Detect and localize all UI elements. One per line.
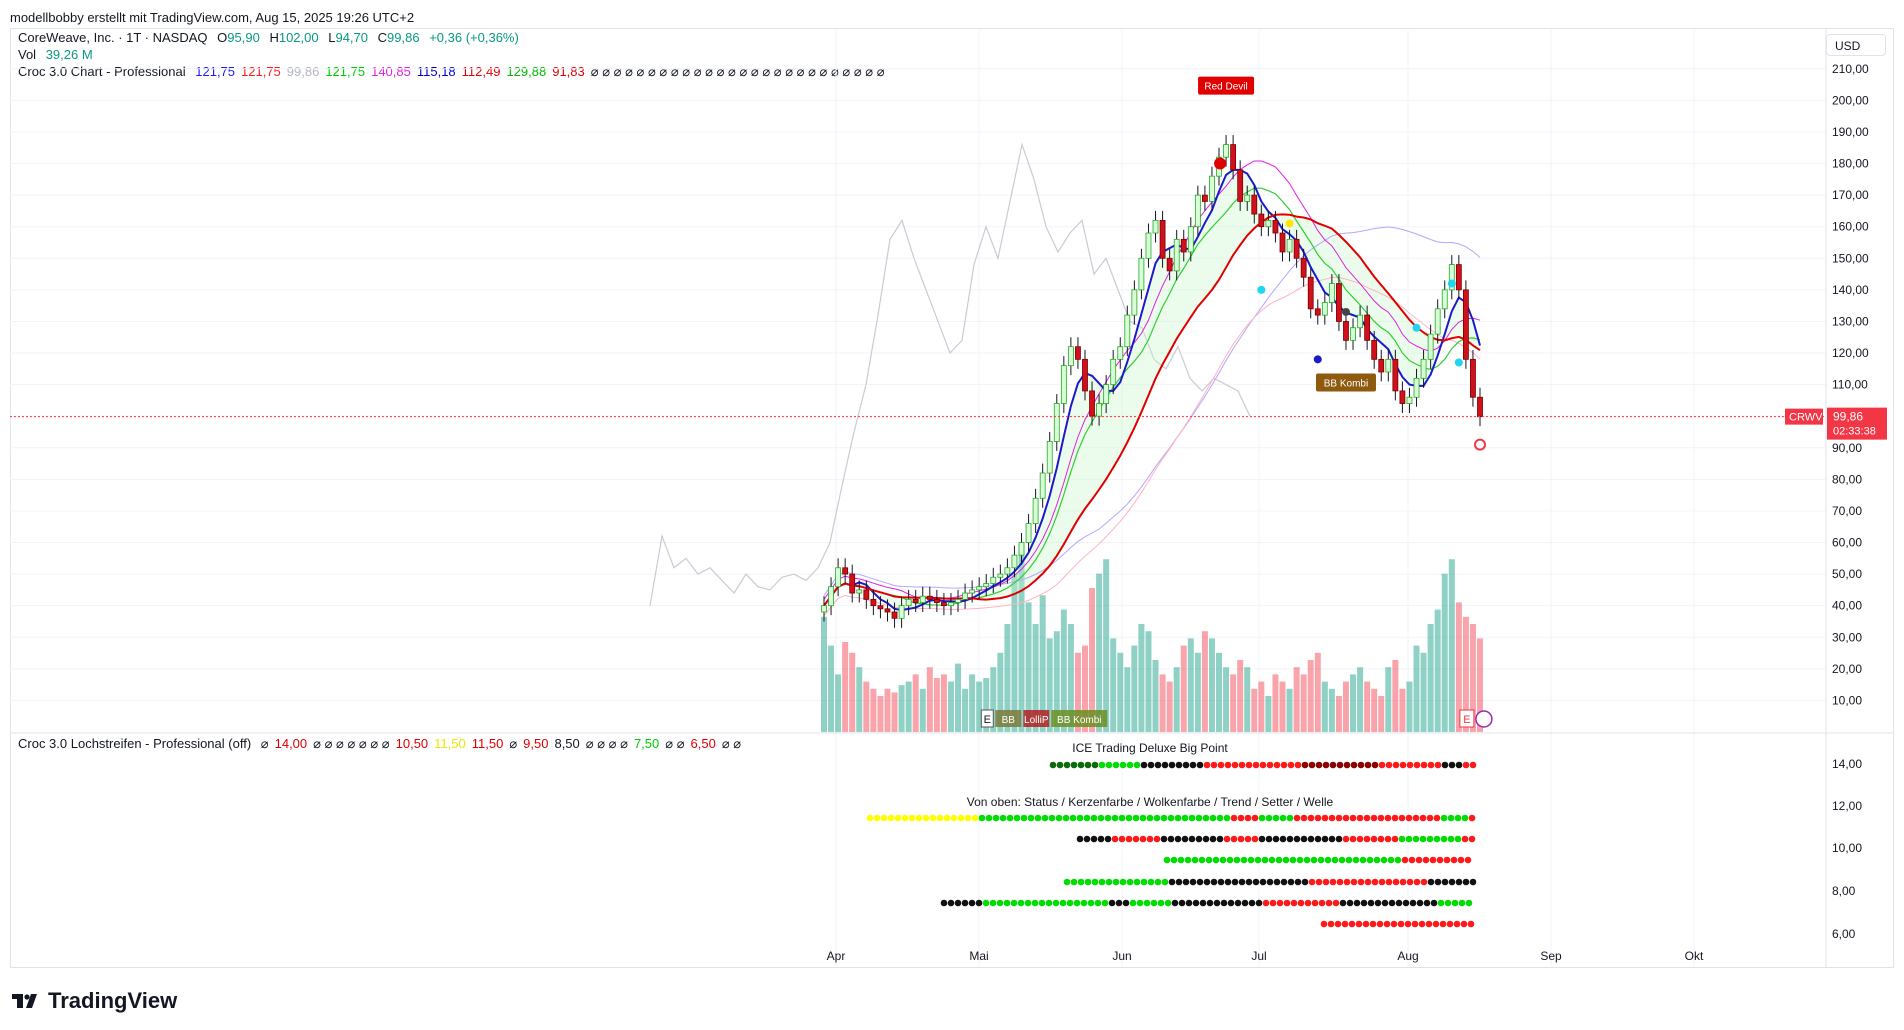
indicator-value: ⌀ ⌀ ⌀ ⌀ [585, 736, 628, 751]
open-value: 95,90 [227, 30, 260, 45]
close-value: 99,86 [387, 30, 420, 45]
indicator-value: ⌀ ⌀ [721, 736, 742, 751]
tradingview-logo-icon [12, 994, 37, 1008]
indicator-value: 121,75 [241, 64, 281, 79]
indicator-value: 6,50 [690, 736, 716, 751]
low-value: 94,70 [335, 30, 369, 45]
indicator-value: ⌀ ⌀ [665, 736, 685, 751]
indicator-value: 121,75 [325, 64, 366, 79]
indicator-value: 115,18 [416, 64, 456, 79]
indicator-value: 7,50 [633, 736, 660, 751]
indicator-value: ⌀ [260, 736, 269, 751]
indicator-value: 121,75 [195, 64, 236, 79]
logo-text: TradingView [48, 988, 178, 1013]
chart-frame [10, 28, 1894, 968]
indicator-value: 99,86 [286, 64, 320, 79]
indicator-value: 9,50 [523, 736, 549, 751]
symbol-name[interactable]: CoreWeave, Inc. · 1T · NASDAQ [18, 30, 208, 45]
tradingview-logo[interactable]: TradingView [12, 988, 177, 1014]
indicator-value: ⌀ ⌀ ⌀ ⌀ ⌀ ⌀ ⌀ [313, 736, 390, 751]
indicator-value: 10,50 [395, 736, 429, 751]
change-value: +0,36 (+0,36%) [429, 30, 519, 45]
indicator-value: 91,83 [552, 64, 585, 79]
indicator-name[interactable]: Croc 3.0 Lochstreifen - Professional (of… [18, 736, 252, 751]
currency-button[interactable]: USD [1826, 34, 1886, 56]
indicator-legend-lochstreifen: Croc 3.0 Lochstreifen - Professional (of… [18, 736, 747, 752]
volume-legend: Vol 39,26 M [18, 47, 99, 62]
indicator-legend-croc-chart: Croc 3.0 Chart - Professional 121,75 121,… [18, 64, 891, 80]
indicator-value: ⌀ [509, 736, 518, 751]
indicator-value: 14,00 [274, 736, 308, 751]
indicator-value: 11,50 [471, 736, 504, 751]
attribution-header: modellbobby erstellt mit TradingView.com… [10, 10, 415, 25]
indicator-null-values: ⌀ ⌀ ⌀ ⌀ ⌀ ⌀ ⌀ ⌀ ⌀ ⌀ ⌀ ⌀ ⌀ ⌀ ⌀ ⌀ ⌀ ⌀ ⌀ ⌀ … [590, 64, 885, 79]
indicator-value: 140,85 [371, 64, 411, 79]
volume-label[interactable]: Vol [18, 47, 37, 62]
indicator-value: 112,49 [461, 64, 501, 79]
indicator-name[interactable]: Croc 3.0 Chart - Professional [18, 64, 186, 79]
symbol-legend: CoreWeave, Inc. · 1T · NASDAQ O95,90 H10… [18, 30, 519, 45]
indicator-value: 11,50 [434, 736, 466, 751]
indicator-value: 8,50 [554, 736, 580, 751]
indicator-value: 129,88 [506, 64, 547, 79]
high-value: 102,00 [278, 30, 319, 45]
volume-value: 39,26 M [45, 47, 93, 62]
